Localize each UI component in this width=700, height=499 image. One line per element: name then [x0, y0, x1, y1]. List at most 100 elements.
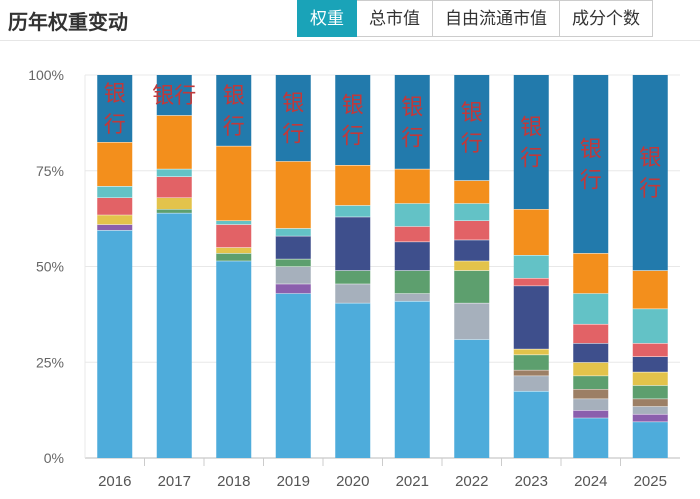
bar-segment: [632, 398, 668, 407]
bar-segment: [156, 209, 192, 213]
bar-segment: [335, 216, 371, 271]
bank-label: 银行: [223, 84, 245, 140]
bank-label: 银行: [580, 138, 602, 194]
bar-segment: [335, 205, 371, 217]
bar-segment: [335, 283, 371, 303]
bar-segment: [97, 186, 133, 198]
bar-segment: [335, 270, 371, 284]
bar-segment: [156, 115, 192, 169]
bank-label: 银行: [639, 146, 661, 202]
bar-segment: [632, 406, 668, 414]
bar-segment: [335, 165, 371, 206]
bar-segment: [394, 168, 430, 204]
bar-segment: [275, 293, 311, 458]
bar-segment: [216, 253, 252, 261]
bar-segment: [454, 339, 490, 458]
bar-segment: [216, 247, 252, 254]
page-title: 历年权重变动: [8, 12, 128, 34]
x-tick-label: 2017: [158, 473, 191, 490]
bar-segment: [573, 417, 609, 458]
bar-segment: [216, 145, 252, 221]
bar-segment: [394, 293, 430, 301]
bank-label: 银行: [520, 116, 542, 172]
x-tick-label: 2020: [336, 473, 369, 490]
bar-segment: [632, 356, 668, 372]
bar-segment: [632, 343, 668, 357]
tab-weight[interactable]: 权重: [297, 0, 357, 37]
bar-segment: [156, 75, 192, 116]
x-tick-label: 2025: [634, 473, 667, 490]
bar-segment: [573, 410, 609, 418]
bar-segment: [275, 258, 311, 267]
x-tick-label: 2021: [396, 473, 429, 490]
bar-segment: [97, 230, 133, 458]
bar-segment: [573, 323, 609, 344]
bar-segment: [97, 224, 133, 231]
tab-total-market-cap[interactable]: 总市值: [357, 0, 433, 37]
bar-segment: [394, 226, 430, 242]
bar-segment: [513, 277, 549, 286]
bar-segment: [513, 255, 549, 278]
bar-segment: [573, 398, 609, 411]
bar-segment: [275, 283, 311, 294]
bar-segment: [394, 270, 430, 294]
x-tick-label: 2023: [515, 473, 548, 490]
y-tick-label: 25%: [36, 354, 64, 370]
y-tick-label: 75%: [36, 163, 64, 179]
y-tick-label: 100%: [28, 67, 64, 83]
x-tick-label: 2016: [98, 473, 131, 490]
bar-segment: [454, 220, 490, 240]
bar-segment: [513, 375, 549, 391]
bar-segment: [156, 176, 192, 198]
bar-segment: [573, 253, 609, 294]
bar-segment: [573, 375, 609, 390]
bank-label: 银行: [104, 82, 126, 138]
x-tick-label: 2018: [217, 473, 250, 490]
bar-segment: [454, 180, 490, 204]
bar-segment: [454, 239, 490, 261]
bar-segment: [632, 371, 668, 386]
y-tick-label: 50%: [36, 259, 64, 275]
bar-segment: [454, 203, 490, 221]
bank-label: 银行: [152, 84, 196, 109]
x-tick-label: 2019: [277, 473, 310, 490]
bar-segment: [573, 293, 609, 324]
bar-segment: [97, 214, 133, 225]
bar-segment: [97, 75, 133, 143]
bar-segment: [513, 285, 549, 349]
x-tick-label: 2022: [455, 473, 488, 490]
bank-label: 银行: [282, 92, 304, 148]
bar-segment: [454, 302, 490, 340]
bar-segment: [632, 385, 668, 399]
bar-segment: [275, 235, 311, 259]
bar-segment: [573, 75, 609, 254]
bar-segment: [156, 197, 192, 210]
bar-segment: [275, 228, 311, 236]
bar-segment: [394, 300, 430, 458]
bar-segment: [513, 369, 549, 376]
bar-segment: [97, 197, 133, 215]
y-tick-label: 0%: [44, 450, 64, 466]
bar-segment: [454, 270, 490, 303]
tab-free-float-market-cap[interactable]: 自由流通市值: [433, 0, 560, 37]
bar-segment: [573, 343, 609, 363]
bar-segment: [216, 220, 252, 225]
bar-segment: [513, 75, 549, 210]
bank-label: 银行: [342, 94, 364, 150]
bar-segment: [513, 354, 549, 370]
bar-segment: [275, 161, 311, 229]
bar-segment: [513, 348, 549, 355]
bar-segment: [335, 75, 371, 166]
bar-segment: [513, 209, 549, 256]
bar-segment: [394, 75, 430, 169]
bar-segment: [632, 308, 668, 344]
header-divider: [0, 40, 700, 41]
bar-segment: [394, 241, 430, 271]
bar-segment: [275, 266, 311, 284]
tab-constituent-count[interactable]: 成分个数: [560, 0, 653, 37]
bar-segment: [632, 270, 668, 309]
bar-segment: [632, 75, 668, 271]
bar-segment: [573, 389, 609, 399]
bar-segment: [454, 260, 490, 271]
